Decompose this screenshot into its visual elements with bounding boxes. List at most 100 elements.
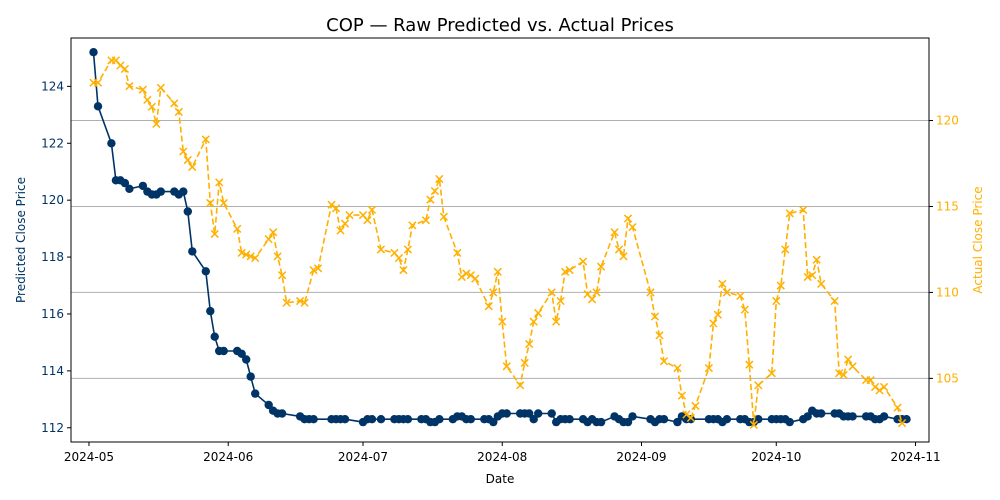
actual-point	[215, 178, 224, 187]
actual-point	[439, 212, 448, 221]
predicted-point	[547, 409, 556, 418]
actual-point	[143, 95, 152, 105]
actual-point	[188, 162, 197, 172]
actual-point	[812, 255, 821, 264]
predicted-point	[246, 372, 255, 381]
actual-point	[421, 216, 431, 225]
actual-point	[453, 248, 462, 258]
actual-point	[628, 222, 637, 232]
predicted-point	[525, 409, 534, 418]
actual-point	[399, 265, 408, 275]
predicted-point	[803, 412, 812, 421]
actual-point	[835, 369, 844, 378]
actual-point	[403, 245, 413, 254]
actual-point	[650, 312, 660, 321]
actual-point	[525, 339, 534, 349]
predicted-point	[565, 415, 574, 424]
right-y-tick-label: 120	[936, 114, 959, 128]
actual-point	[179, 147, 188, 156]
actual-point	[534, 308, 543, 318]
actual-point	[808, 271, 817, 280]
x-axis-ticks: 2024-05 2024-06 2024-07 2024-08 2024-09 2024-…	[64, 442, 941, 464]
actual-point	[430, 186, 439, 196]
actual-point	[120, 64, 130, 74]
actual-point	[125, 82, 134, 91]
actual-point	[718, 279, 727, 288]
x-tick-label: 2024-07	[338, 450, 388, 464]
right-y-tick-label: 110	[936, 285, 959, 299]
actual-point	[237, 248, 246, 258]
actual-point	[498, 317, 507, 326]
predicted-point	[489, 417, 498, 427]
actual-point	[408, 221, 417, 230]
predicted-point	[251, 389, 260, 398]
actual-point	[251, 253, 260, 263]
predicted-point	[659, 415, 669, 424]
actual-point	[785, 209, 794, 218]
actual-point	[799, 205, 808, 215]
actual-point	[273, 252, 282, 261]
actual-point	[866, 375, 875, 385]
actual-point	[242, 250, 251, 259]
actual-point	[561, 267, 570, 276]
actual-point	[844, 355, 853, 364]
actual-point	[745, 360, 754, 369]
left-y-tick-label: 124	[41, 79, 64, 93]
actual-point	[170, 99, 179, 108]
right-y-tick-label: 115	[936, 199, 959, 213]
actual-point	[493, 267, 502, 276]
actual-point	[817, 279, 826, 288]
actual-point	[893, 403, 902, 412]
predicted-point	[93, 102, 103, 111]
actual-point	[709, 319, 718, 328]
x-tick-label: 2024-11	[890, 450, 940, 464]
predicted-point	[623, 417, 633, 427]
actual-point	[879, 382, 889, 392]
actual-point	[484, 302, 493, 311]
predicted-point	[879, 412, 889, 421]
left-y-tick-label: 118	[41, 250, 64, 264]
actual-point	[529, 317, 538, 326]
predicted-point	[534, 409, 543, 418]
x-tick-label: 2024-09	[616, 450, 666, 464]
plot-frame	[70, 37, 930, 443]
actual-point	[673, 363, 682, 373]
actual-point	[201, 135, 210, 144]
x-tick-label: 2024-05	[64, 450, 114, 464]
right-y-axis-label: Actual Close Price	[971, 186, 985, 293]
actual-point	[313, 264, 323, 273]
actual-point	[659, 357, 669, 366]
predicted-point	[201, 267, 210, 276]
actual-point	[502, 362, 511, 371]
predicted-point	[210, 332, 219, 341]
predicted-point	[125, 184, 134, 193]
predicted-point	[466, 415, 475, 424]
actual-point	[210, 229, 219, 239]
actual-point	[587, 295, 597, 304]
actual-point	[655, 331, 664, 340]
predicted-point	[376, 415, 386, 424]
predicted-point	[529, 415, 538, 424]
actual-point	[552, 317, 561, 326]
predicted-point	[754, 415, 763, 424]
actual-point	[547, 288, 556, 297]
actual-series	[89, 56, 907, 429]
actual-point	[278, 271, 287, 280]
actual-point	[152, 119, 161, 129]
actual-point	[781, 245, 790, 254]
predicted-point	[237, 349, 246, 358]
right-y-tick-label: 105	[936, 371, 959, 385]
actual-point	[309, 265, 318, 275]
left-y-tick-label: 120	[41, 193, 64, 207]
x-tick-label: 2024-10	[751, 450, 801, 464]
predicted-point	[785, 417, 794, 427]
actual-point	[897, 418, 907, 428]
x-axis-label: Date	[486, 472, 515, 486]
predicted-point	[89, 48, 98, 57]
actual-point	[776, 281, 785, 290]
actual-point	[246, 252, 255, 261]
actual-point	[471, 274, 480, 283]
chart-title: COP — Raw Predicted vs. Actual Prices	[326, 15, 674, 36]
